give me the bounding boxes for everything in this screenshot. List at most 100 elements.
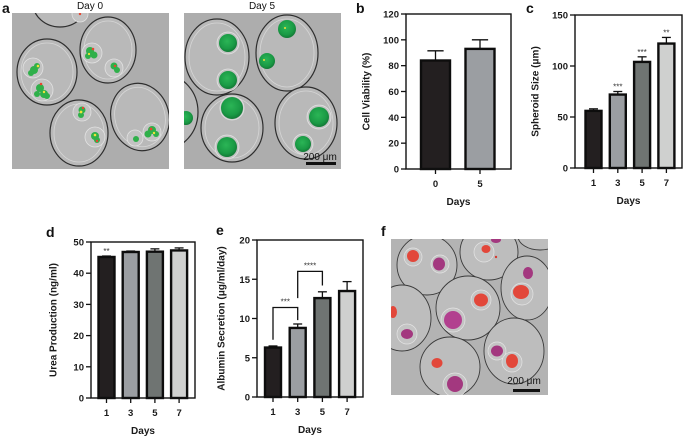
bar-c-1 [608,90,627,170]
bar-c-0 [584,108,603,170]
significance-bracket [297,270,324,299]
significance-bracket [272,306,299,340]
chart-cell-viability: 0 5 0 20 40 60 80 100 120 Days Cell Viability (%) [362,10,512,208]
bar-c-2 [632,56,652,170]
y-tick-label: 0 [563,164,568,175]
x-tick-label: 7 [176,408,181,419]
micrograph-day5: 200 μm [184,13,341,169]
scale-bar-label: 200 μm [303,152,337,163]
x-axis-label: Days [131,426,155,436]
x-tick-label: 3 [295,407,300,418]
panel-label-c: c [526,0,534,16]
y-tick-label: 0 [245,393,250,404]
bar [657,42,676,170]
y-tick-label: 150 [552,11,568,22]
y-tick-label: 60 [388,87,399,98]
bar [464,47,496,171]
day0-title: Day 0 [76,1,104,12]
plot-frame [90,241,196,399]
bar [97,255,116,400]
x-axis-label: Days [447,197,471,208]
y-tick-label: 80 [388,61,399,72]
significance-stars: ** [103,247,109,256]
plot-frame [574,14,683,169]
y-tick-label: 5 [245,353,251,364]
y-tick-label: 20 [239,236,250,247]
micrograph-stained: 200 μm [391,239,548,395]
bar-d-0 [97,255,116,400]
y-axis-label: Albumin Secretion (μg/ml/day) [217,246,228,390]
x-tick-label: 3 [615,178,620,189]
x-tick-label: 5 [320,407,326,418]
y-tick-label: 100 [552,62,568,73]
chart-spheroid-size: 1 3 *** 5 *** 7 ** 0 50 100 150 Days Spheroid Size (… [531,11,683,207]
panel-label-b: b [356,0,365,16]
bar-b-1 [464,39,496,171]
chart-urea-production: 1 ** 3 5 7 0 10 20 30 40 50 Days Urea Production (ng… [49,238,196,436]
bar [419,59,452,171]
x-tick-label: 1 [104,408,110,419]
significance-stars: ** [663,28,669,37]
significance-stars: *** [281,298,290,307]
bar-d-3 [169,247,189,400]
bar [169,249,189,400]
y-tick-label: 120 [383,10,399,21]
x-tick-label: 1 [591,178,597,189]
y-tick-label: 20 [73,331,84,342]
bar [121,250,140,400]
x-tick-label: 7 [664,178,669,189]
x-tick-label: 5 [639,178,645,189]
significance-stars: *** [637,48,646,57]
significance-stars: *** [613,83,622,92]
y-axis-label: Spheroid Size (μm) [531,46,542,137]
bar [145,250,165,400]
bar-e-2 [313,291,332,399]
bar-d-2 [145,248,165,400]
y-tick-label: 10 [239,314,250,325]
y-tick-label: 40 [388,113,399,124]
x-tick-label: 3 [128,408,133,419]
bar-d-1 [121,250,140,400]
y-tick-label: 50 [557,113,568,124]
cell-dots [36,13,156,143]
bar [584,109,603,170]
y-tick-label: 0 [79,394,84,405]
y-tick-label: 0 [394,165,399,176]
day5-title: Day 5 [248,1,276,12]
bar-e-0 [263,345,283,399]
bar-e-3 [337,280,357,399]
x-axis-label: Days [298,425,322,436]
bar [288,326,307,399]
y-tick-label: 30 [73,300,84,311]
bar-b-0 [419,50,452,171]
y-tick-label: 100 [383,35,399,46]
stained-spheroids [391,239,533,392]
y-tick-label: 50 [73,238,84,249]
bar-e-1 [288,323,307,399]
bar [337,289,357,399]
bar [313,296,332,399]
x-tick-label: 1 [270,407,276,418]
panel-label-e: e [216,222,224,238]
scale-bar [513,389,540,392]
bar [632,60,652,170]
scale-bar-label: 200 μm [507,376,541,387]
panel-label-f: f [381,223,386,239]
bar [263,346,283,399]
bar [608,93,627,170]
x-tick-label: 0 [433,179,438,190]
y-axis-label: Cell Viability (%) [362,53,373,131]
scale-bar [306,162,336,165]
y-tick-label: 15 [239,275,250,286]
y-tick-label: 10 [73,362,84,373]
x-tick-label: 5 [477,179,483,190]
x-axis-label: Days [617,196,641,207]
x-tick-label: 7 [344,407,349,418]
y-tick-label: 20 [388,139,399,150]
panel-label-d: d [46,224,55,240]
y-tick-label: 40 [73,269,84,280]
panel-label-a: a [2,0,10,16]
x-tick-label: 5 [152,408,158,419]
